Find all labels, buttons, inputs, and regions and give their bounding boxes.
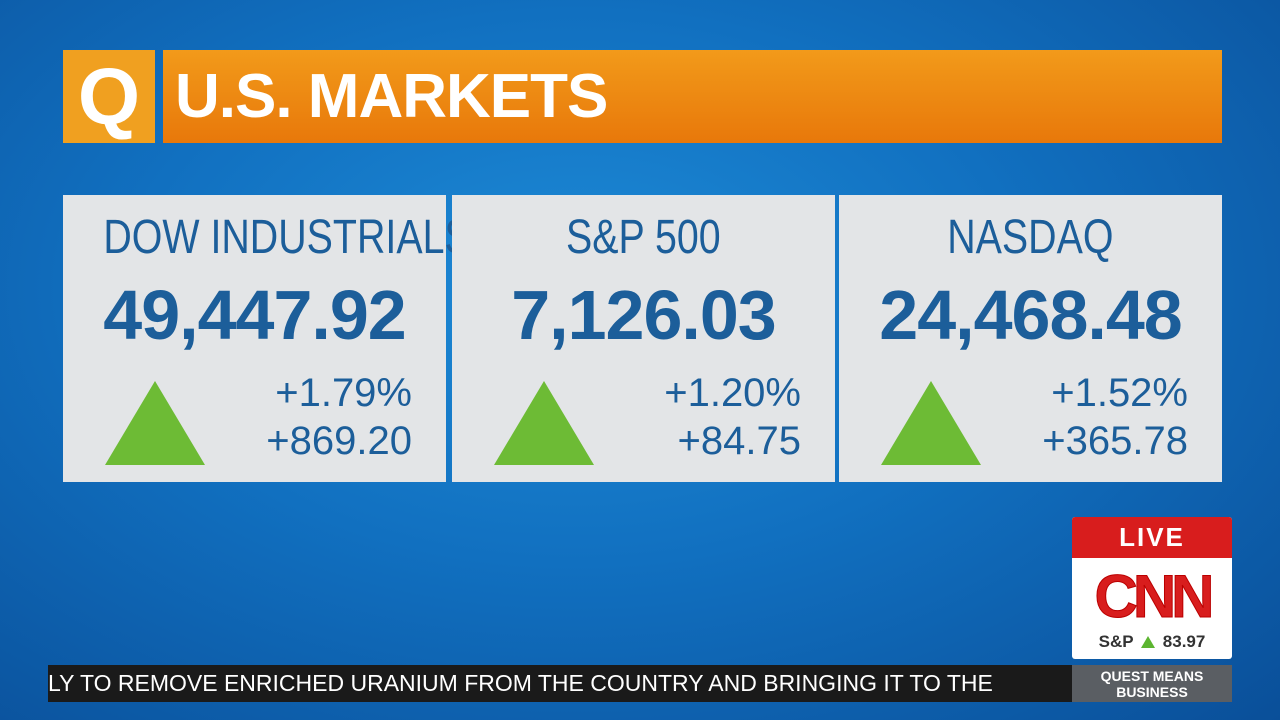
- market-panel: NASDAQ 24,468.48 +1.52% +365.78: [839, 195, 1222, 482]
- up-arrow-shape: [881, 381, 981, 465]
- show-logo: Q: [63, 50, 155, 143]
- market-name-text: NASDAQ: [947, 211, 1114, 264]
- market-percent: +1.52%: [1051, 371, 1188, 415]
- market-name-text: DOW INDUSTRIALS: [103, 211, 471, 264]
- ticker-bar: LY TO REMOVE ENRICHED URANIUM FROM THE C…: [48, 665, 1072, 702]
- market-percent: +1.79%: [275, 371, 412, 415]
- up-arrow-shape: [105, 381, 205, 465]
- market-value: 49,447.92: [103, 276, 406, 354]
- header-bar: U.S. MARKETS: [163, 50, 1222, 143]
- live-bug: LIVE CNN S&P 83.97: [1072, 517, 1232, 659]
- ticker-text: LY TO REMOVE ENRICHED URANIUM FROM THE C…: [48, 670, 993, 696]
- show-name: QUEST MEANS BUSINESS: [1072, 665, 1232, 702]
- index-name: S&P: [1098, 632, 1134, 651]
- market-name: DOW INDUSTRIALS: [63, 213, 470, 263]
- up-arrow: [494, 381, 594, 465]
- header-title: U.S. MARKETS: [175, 62, 608, 131]
- market-change: +869.20: [266, 419, 412, 463]
- market-panel: DOW INDUSTRIALS 49,447.92 +1.79% +869.20: [63, 195, 471, 482]
- market-change: +365.78: [1042, 419, 1188, 463]
- live-label: LIVE: [1072, 517, 1232, 558]
- up-arrow: [1141, 636, 1156, 648]
- market-percent: +1.20%: [664, 371, 801, 415]
- network-logo: CNN: [1094, 563, 1215, 630]
- market-value: 7,126.03: [511, 276, 776, 354]
- market-change: +84.75: [677, 419, 801, 463]
- market-name-text: S&P 500: [566, 211, 721, 264]
- market-name: NASDAQ: [839, 213, 1222, 263]
- market-value: 24,468.48: [879, 276, 1182, 354]
- up-arrow: [105, 381, 205, 465]
- index-change: 83.97: [1162, 632, 1206, 651]
- market-name: S&P 500: [452, 213, 835, 263]
- market-panel: S&P 500 7,126.03 +1.20% +84.75: [452, 195, 835, 482]
- up-arrow: [881, 381, 981, 465]
- up-arrow-shape: [494, 381, 594, 465]
- index-bug: S&P 83.97: [1072, 631, 1232, 653]
